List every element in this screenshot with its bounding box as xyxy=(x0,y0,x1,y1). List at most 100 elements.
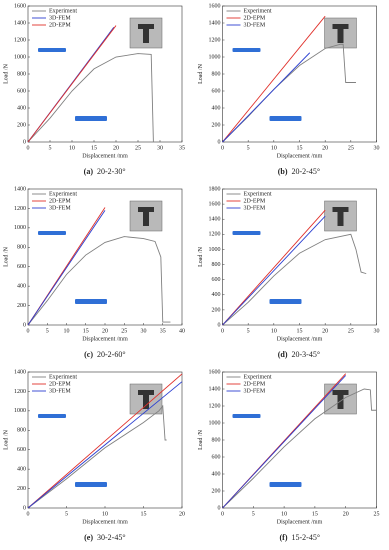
specimen-icon xyxy=(38,414,66,418)
specimen-icon xyxy=(232,414,261,418)
series-line xyxy=(222,15,326,143)
y-tick-label: 0 xyxy=(23,322,26,328)
x-tick-label: 0 xyxy=(221,328,224,334)
x-tick-label: 25 xyxy=(121,328,127,334)
legend-label: Experiment xyxy=(244,374,272,380)
y-tick-label: 1200 xyxy=(209,403,221,409)
y-tick-label: 800 xyxy=(17,428,26,434)
y-axis-label: Load /N xyxy=(3,429,9,449)
y-axis-label: Load /N xyxy=(198,429,204,449)
y-tick-label: 1000 xyxy=(14,225,26,231)
y-tick-label: 1400 xyxy=(14,186,26,192)
specimen-photo-shape xyxy=(332,24,349,43)
x-tick-label: 20 xyxy=(343,511,349,517)
y-tick-label: 800 xyxy=(17,245,26,251)
legend-label: Experiment xyxy=(49,191,77,197)
x-tick-label: 5 xyxy=(247,145,250,151)
x-tick-label: 25 xyxy=(374,511,380,517)
series-line xyxy=(222,43,356,143)
specimen-icon xyxy=(269,299,302,304)
y-tick-label: 1200 xyxy=(209,37,221,43)
x-tick-label: 5 xyxy=(247,328,250,334)
x-tick-label: 15 xyxy=(83,328,89,334)
legend-label: 2D-EPM xyxy=(49,22,71,28)
x-tick-label: 25 xyxy=(135,145,141,151)
specimen-icon xyxy=(75,116,107,121)
specimen-icon xyxy=(38,231,66,235)
series-line xyxy=(222,388,377,509)
panel-caption: 20-2-30° xyxy=(97,167,126,176)
y-tick-label: 1200 xyxy=(14,389,26,395)
legend-label: 2D-EPM xyxy=(49,381,71,387)
y-tick-label: 1000 xyxy=(209,420,221,426)
legend-label: 3D-FEM xyxy=(49,205,71,211)
series-line xyxy=(27,53,154,143)
x-tick-label: 5 xyxy=(49,145,52,151)
y-tick-label: 1000 xyxy=(209,247,221,253)
specimen-photo-shape xyxy=(332,390,349,409)
y-tick-label: 1400 xyxy=(209,217,221,223)
y-tick-label: 0 xyxy=(218,139,221,145)
y-tick-label: 400 xyxy=(212,471,221,477)
legend-label: 2D-EPM xyxy=(49,198,71,204)
legend-label: Experiment xyxy=(49,374,77,380)
x-tick-label: 15 xyxy=(297,145,303,151)
x-axis-label: Displacement /mm xyxy=(82,519,128,525)
x-tick-label: 35 xyxy=(160,328,166,334)
y-tick-label: 800 xyxy=(17,71,26,77)
x-tick-label: 15 xyxy=(312,511,318,517)
x-tick-label: 0 xyxy=(221,511,224,517)
x-tick-label: 30 xyxy=(374,328,380,334)
x-tick-label: 10 xyxy=(281,511,287,517)
specimen-icon xyxy=(38,48,66,52)
specimen-photo-shape xyxy=(138,207,154,226)
legend-label: 2D-EPM xyxy=(244,198,266,204)
y-tick-label: 1200 xyxy=(14,37,26,43)
y-tick-label: 1200 xyxy=(209,232,221,238)
series-line xyxy=(27,25,117,143)
y-tick-label: 1600 xyxy=(209,3,221,9)
series-line xyxy=(222,52,311,143)
panel-caption: 20-2-60° xyxy=(97,350,126,359)
x-tick-label: 5 xyxy=(252,511,255,517)
x-axis-label: Displacement /mm xyxy=(277,153,323,159)
legend-label: 3D-FEM xyxy=(244,22,266,28)
y-axis-label: Load /N xyxy=(198,246,204,266)
y-tick-label: 0 xyxy=(23,139,26,145)
x-tick-label: 0 xyxy=(27,145,30,151)
y-tick-label: 600 xyxy=(17,264,26,270)
panel-label: (c) xyxy=(84,350,93,359)
specimen-photo-shape xyxy=(332,207,349,226)
legend-label: 3D-FEM xyxy=(49,388,71,394)
x-tick-label: 10 xyxy=(271,145,277,151)
y-tick-label: 1400 xyxy=(209,386,221,392)
x-tick-label: 0 xyxy=(221,145,224,151)
series-line xyxy=(222,215,326,326)
legend-label: Experiment xyxy=(49,8,77,14)
y-tick-label: 600 xyxy=(212,277,221,283)
x-axis-label: Displacement /mm xyxy=(277,519,323,525)
y-axis-label: Load /N xyxy=(3,63,9,83)
x-axis-label: Displacement /mm xyxy=(82,336,128,342)
y-tick-label: 600 xyxy=(212,454,221,460)
x-tick-label: 15 xyxy=(141,511,147,517)
y-tick-label: 1200 xyxy=(14,206,26,212)
x-tick-label: 10 xyxy=(271,328,277,334)
y-tick-label: 800 xyxy=(212,437,221,443)
y-tick-label: 200 xyxy=(212,122,221,128)
y-tick-label: 800 xyxy=(212,262,221,268)
panel-label: (b) xyxy=(278,167,288,176)
legend-label: 3D-FEM xyxy=(49,15,71,21)
y-tick-label: 1400 xyxy=(14,20,26,26)
legend-label: 2D-EPM xyxy=(244,381,266,387)
x-tick-label: 25 xyxy=(348,145,354,151)
y-tick-label: 600 xyxy=(17,447,26,453)
y-tick-label: 1400 xyxy=(14,369,26,375)
legend-label: 2D-EPM xyxy=(244,15,266,21)
series-line xyxy=(27,236,171,326)
y-tick-label: 1000 xyxy=(14,54,26,60)
x-tick-label: 20 xyxy=(113,145,119,151)
y-tick-label: 600 xyxy=(212,88,221,94)
x-tick-label: 10 xyxy=(102,511,108,517)
